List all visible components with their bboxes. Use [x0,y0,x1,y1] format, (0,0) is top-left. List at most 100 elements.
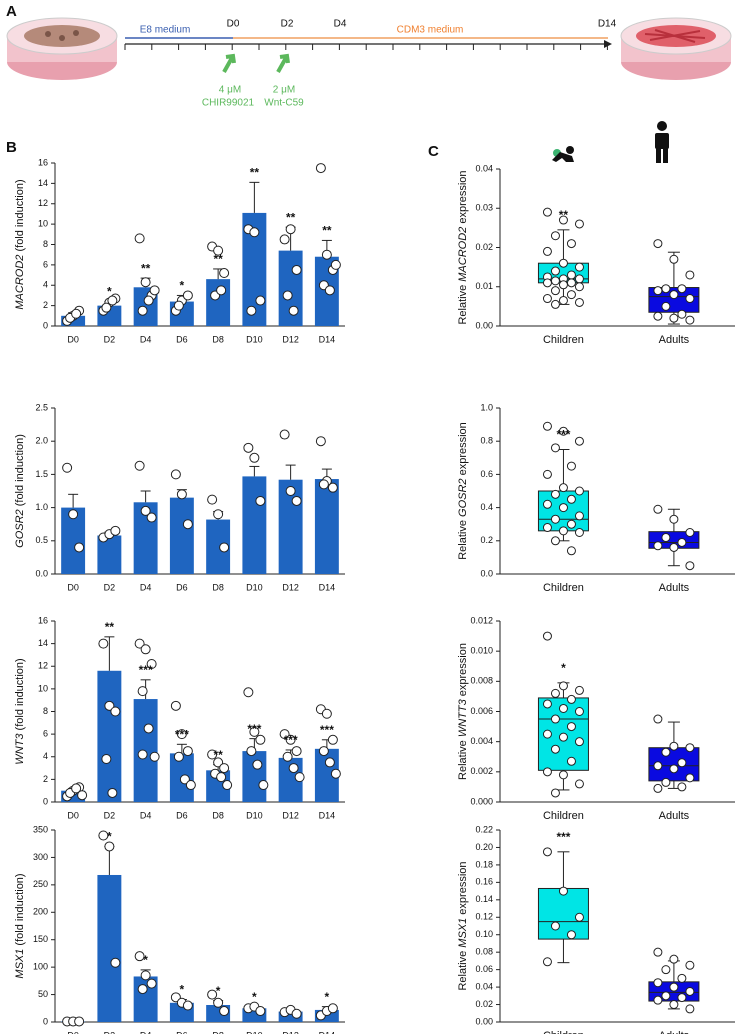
bar [97,535,122,574]
data-point [288,305,299,316]
bar [97,670,122,802]
data-point [249,452,260,463]
data-point [661,301,671,311]
data-point [143,723,154,734]
y-tick-label: 0.012 [470,615,493,625]
day-label: D2 [281,19,294,30]
bar [314,479,339,574]
significance: ** [213,252,223,266]
x-tick-label: D2 [104,582,116,592]
data-point [149,285,160,296]
data-point [324,285,335,296]
bar [206,519,231,574]
y-axis-label: Relative WNTT3 expression [457,643,469,780]
data-point [574,486,584,496]
data-point [542,957,552,967]
y-tick-label: 0.6 [480,469,493,479]
y-axis-label-part: GOSR2 [14,509,26,548]
significance: *** [284,733,298,747]
data-point [558,886,568,896]
x-tick-label: D12 [282,810,299,820]
data-point [550,514,560,524]
data-point [140,644,151,655]
data-point [104,841,115,852]
data-point [566,270,576,280]
y-axis-label-part: Relative [457,520,469,560]
data-point [107,787,118,798]
x-tick-label: D6 [176,1030,188,1034]
significance: * [180,983,185,997]
data-point [542,246,552,256]
y-tick-label: 1.0 [480,402,493,412]
y-tick-label: 0.22 [475,824,493,834]
x-tick-label: D2 [104,1030,116,1034]
data-point [574,297,584,307]
data-point [219,268,230,279]
data-point [661,747,671,757]
y-tick-label: 0.008 [470,676,493,686]
data-point [134,951,145,962]
y-tick-label: 2.0 [35,436,48,446]
y-tick-label: 300 [33,852,48,862]
data-point [558,426,568,436]
data-point [288,763,299,774]
significance: ** [286,210,296,224]
drug-dose: 4 μM [219,85,241,96]
data-point [282,751,293,762]
data-point [134,638,145,649]
data-point [669,542,679,552]
data-point [566,239,576,249]
dish-left [6,17,118,80]
x-tick-label: D4 [140,1030,152,1034]
data-point [98,638,109,649]
data-point [315,436,326,447]
x-tick-label: D6 [176,334,188,344]
x-tick-label: Adults [659,582,690,594]
data-point [566,519,576,529]
data-point [170,469,181,480]
data-point [542,278,552,288]
significance: * [252,990,257,1004]
y-axis-label-part: WNTT3 [457,698,469,737]
y-tick-label: 0.02 [475,242,493,252]
data-point [558,280,568,290]
data-point [294,772,305,783]
significance: ** [105,620,115,634]
y-tick-label: 2 [43,774,48,784]
data-point [558,703,568,713]
data-point [74,1016,85,1027]
significance: ** [322,224,332,238]
data-point [98,830,109,841]
y-tick-label: 8 [43,706,48,716]
data-point [134,233,145,244]
data-point [542,469,552,479]
y-tick-label: 0.12 [475,912,493,922]
y-axis-label-part: expression [457,861,469,914]
data-point [318,479,329,490]
data-point [653,286,663,296]
x-tick-label: D0 [67,810,79,820]
data-point [669,254,679,264]
y-axis-label-part: (fold induction) [14,179,26,251]
data-point [170,700,181,711]
data-point [285,224,296,235]
data-point [685,294,695,304]
data-point [677,284,687,294]
data-point [685,960,695,970]
data-point [669,954,679,964]
significance: ** [250,166,260,180]
data-point [550,536,560,546]
data-point [140,277,151,288]
x-tick-label: D2 [104,810,116,820]
day-label: D0 [227,19,240,30]
panel-label: C [428,143,439,160]
data-point [107,295,118,306]
y-tick-label: 0.10 [475,929,493,939]
significance: *** [320,723,334,737]
data-point [291,1008,302,1019]
data-point [653,504,663,514]
data-point [77,790,88,801]
data-point [279,234,290,245]
data-point [677,309,687,319]
data-point [574,511,584,521]
